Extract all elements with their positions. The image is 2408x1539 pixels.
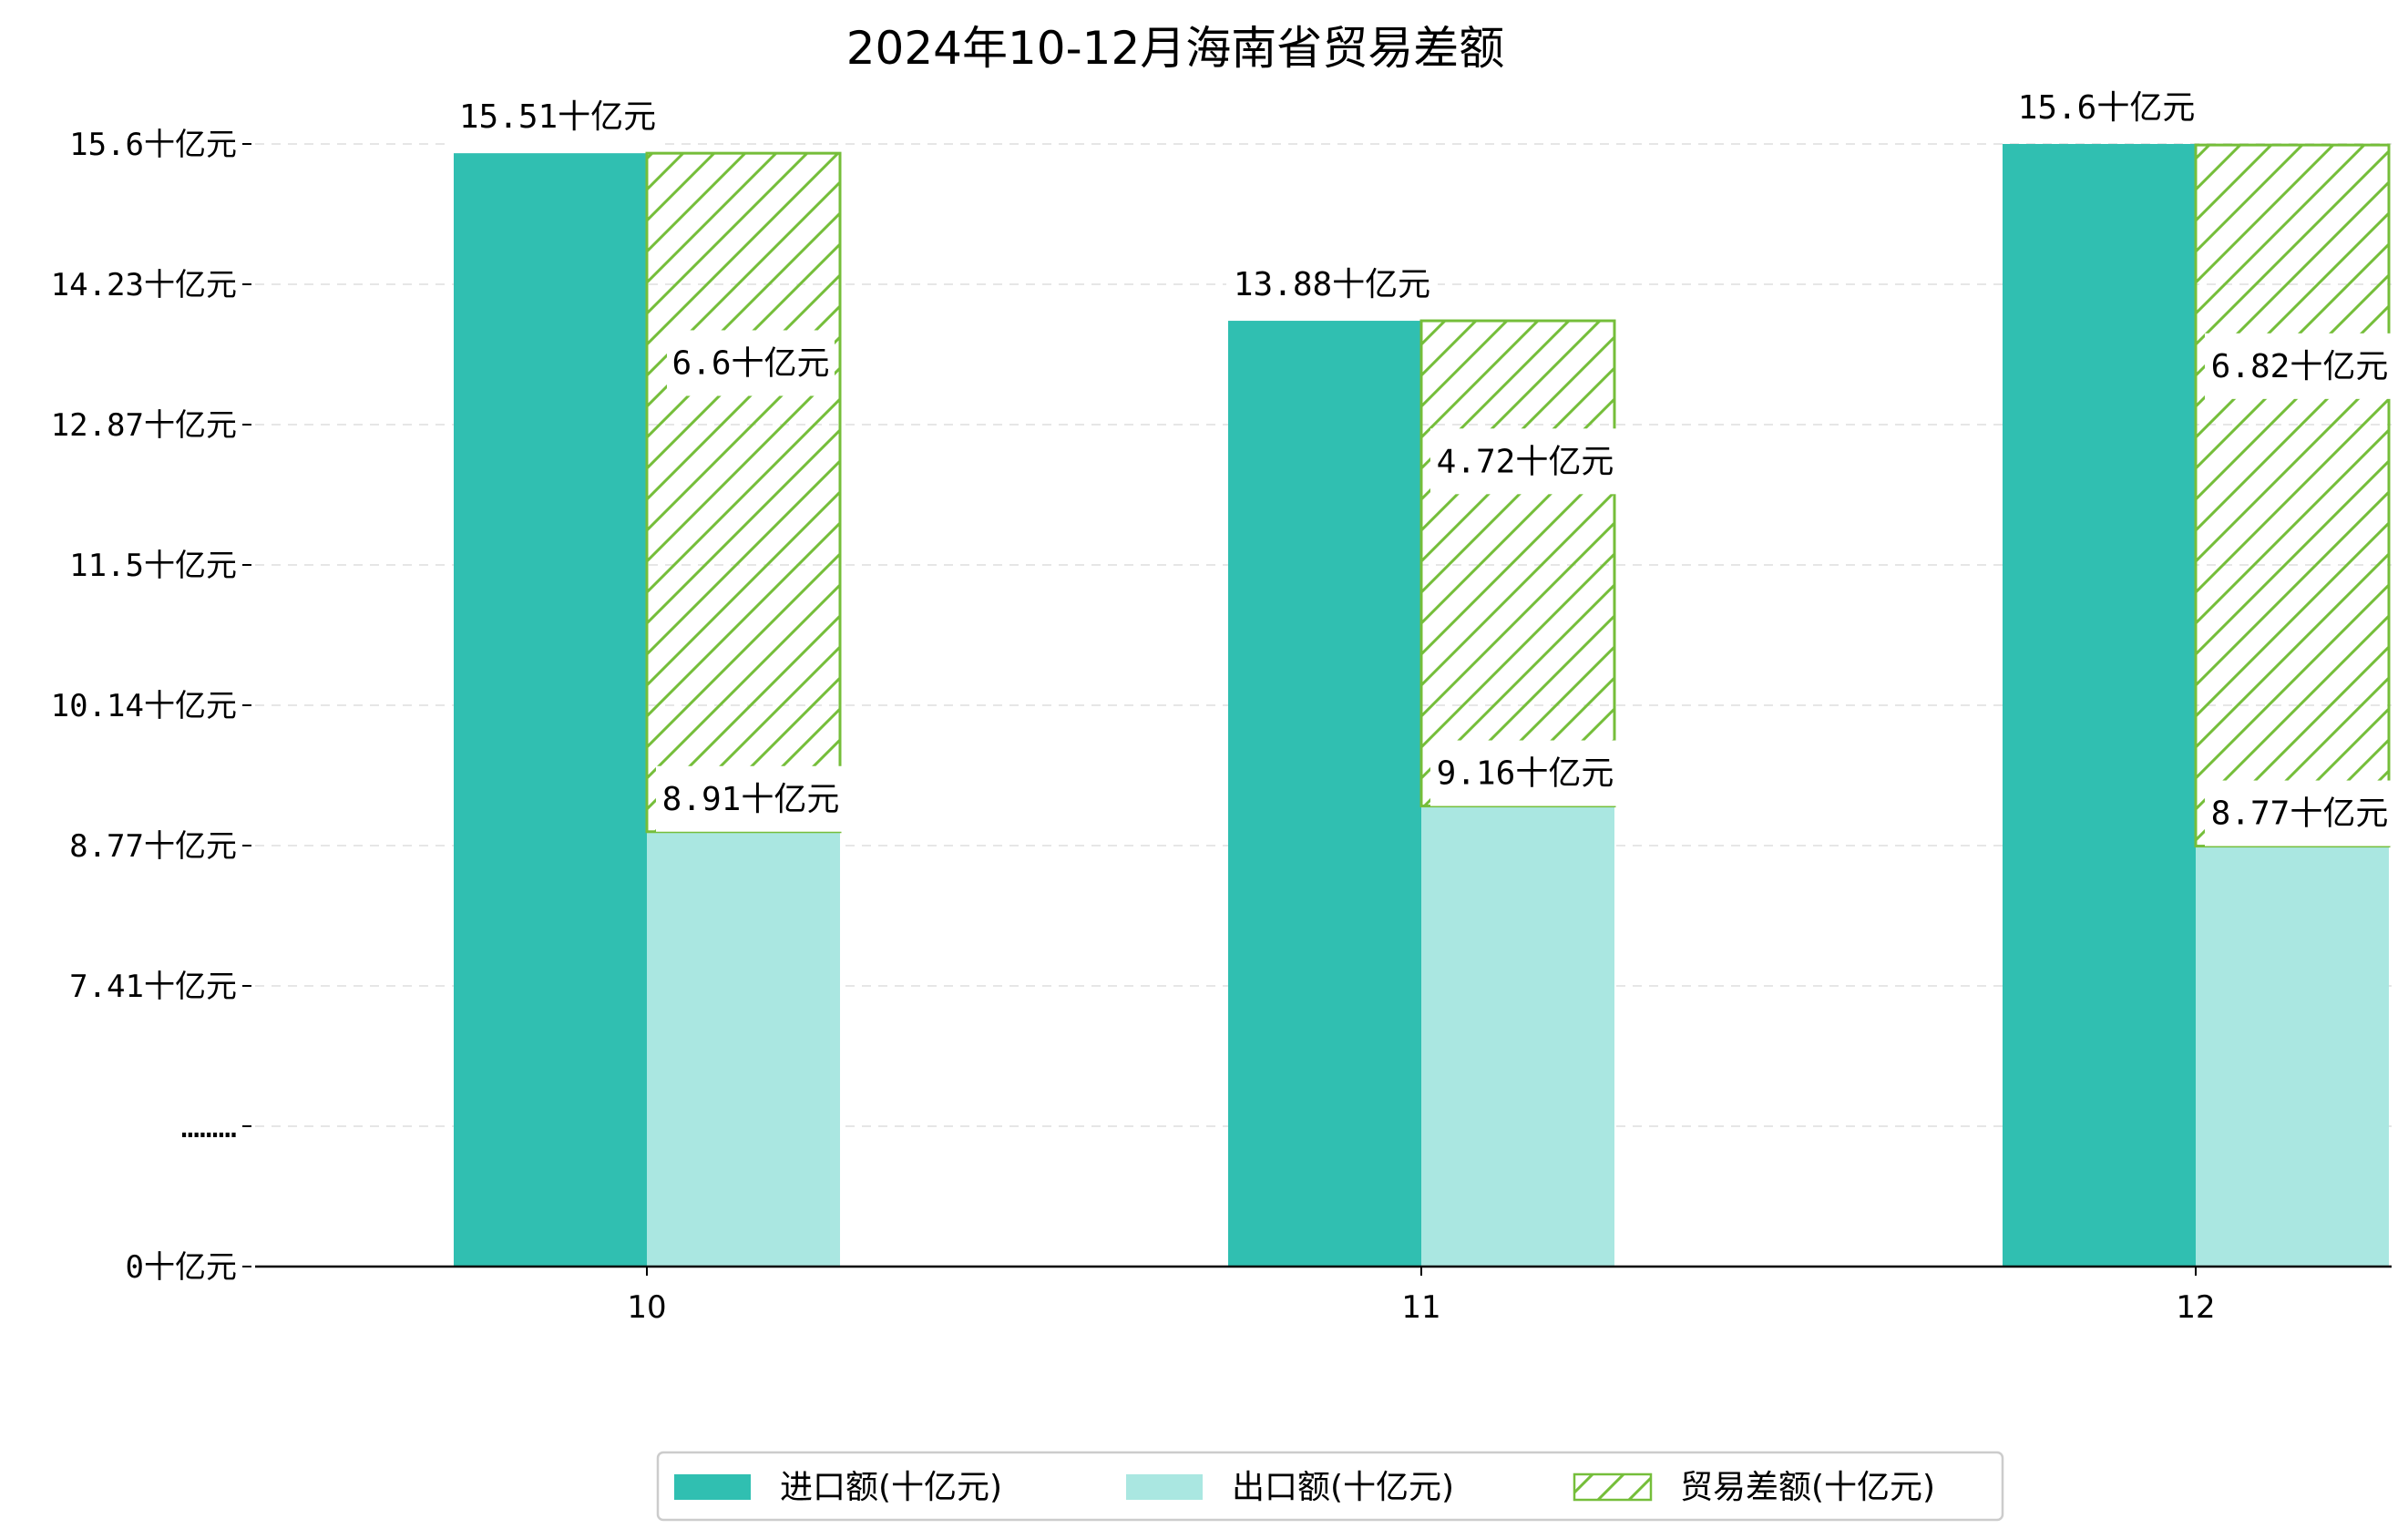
import-value-label: 15.51十亿元 bbox=[459, 98, 656, 136]
y-tick-label: ……… bbox=[181, 1109, 237, 1145]
export-value-label: 9.16十亿元 bbox=[1437, 755, 1614, 793]
export-value-label: 8.77十亿元 bbox=[2211, 795, 2389, 833]
y-tick-label: 14.23十亿元 bbox=[51, 267, 237, 303]
legend-swatch bbox=[1573, 1472, 1653, 1502]
import-value-label-bg bbox=[452, 84, 663, 150]
balance-value-label: 4.72十亿元 bbox=[1437, 443, 1614, 480]
y-tick-label: 15.6十亿元 bbox=[69, 127, 237, 163]
x-tick-label: 11 bbox=[1401, 1289, 1440, 1326]
x-tick-label: 12 bbox=[2176, 1289, 2215, 1326]
y-tick-label: 10.14十亿元 bbox=[51, 688, 237, 724]
balance-value-label: 6.6十亿元 bbox=[671, 344, 829, 382]
legend-label: 出口额(十亿元) bbox=[1232, 1469, 1454, 1506]
export-value-label-bg bbox=[2205, 780, 2394, 846]
legend-swatch bbox=[674, 1474, 751, 1500]
export-value-label-bg bbox=[656, 765, 845, 832]
export-bar bbox=[647, 831, 840, 1267]
import-value-label: 15.6十亿元 bbox=[2018, 89, 2196, 127]
data-labels-layer: 15.51十亿元 8.91十亿元 6.6十亿元 13.88十亿元 9.16十亿元 4.72… bbox=[452, 75, 2394, 846]
import-value-label-bg bbox=[2012, 75, 2201, 140]
balance-value-label: 6.82十亿元 bbox=[2211, 348, 2389, 385]
balance-bar bbox=[645, 151, 842, 834]
y-tick-label: 11.5十亿元 bbox=[69, 548, 237, 584]
y-tick-label: 0十亿元 bbox=[126, 1249, 237, 1286]
export-bar bbox=[2196, 846, 2389, 1267]
legend-box bbox=[656, 1451, 2004, 1522]
balance-value-label-bg bbox=[2205, 333, 2394, 399]
chart-title: 2024年10-12月海南省贸易差额 bbox=[846, 22, 1505, 75]
legend-label: 贸易差额(十亿元) bbox=[1680, 1469, 1935, 1506]
y-tick-label: 8.77十亿元 bbox=[69, 828, 237, 865]
export-value-label-bg bbox=[1430, 740, 1620, 806]
y-tick-label: 7.41十亿元 bbox=[69, 969, 237, 1005]
export-bar bbox=[1421, 805, 1614, 1267]
import-bar bbox=[454, 153, 647, 1267]
balance-value-label-bg bbox=[667, 330, 835, 396]
legend-label: 进口额(十亿元) bbox=[780, 1469, 1002, 1506]
import-value-label-bg bbox=[1226, 251, 1438, 318]
balance-bar bbox=[1419, 319, 1616, 808]
export-value-label: 8.91十亿元 bbox=[662, 781, 840, 818]
y-tick-label: 12.87十亿元 bbox=[51, 407, 237, 444]
x-tick-label: 10 bbox=[627, 1289, 666, 1326]
bars-layer bbox=[454, 143, 2391, 1267]
legend: 进口额(十亿元) 出口额(十亿元) 贸易差额(十亿元) bbox=[656, 1451, 2004, 1522]
import-bar bbox=[2003, 144, 2196, 1267]
balance-value-label-bg bbox=[1430, 428, 1620, 495]
import-value-label: 13.88十亿元 bbox=[1234, 266, 1430, 303]
legend-swatch bbox=[1126, 1474, 1203, 1500]
axes-layer: 0十亿元 ……… 7.41十亿元 8.77十亿元 10.14十亿元 11.5十亿元 12.8… bbox=[51, 127, 2392, 1326]
import-bar bbox=[1228, 321, 1421, 1267]
balance-bar bbox=[2194, 143, 2391, 848]
